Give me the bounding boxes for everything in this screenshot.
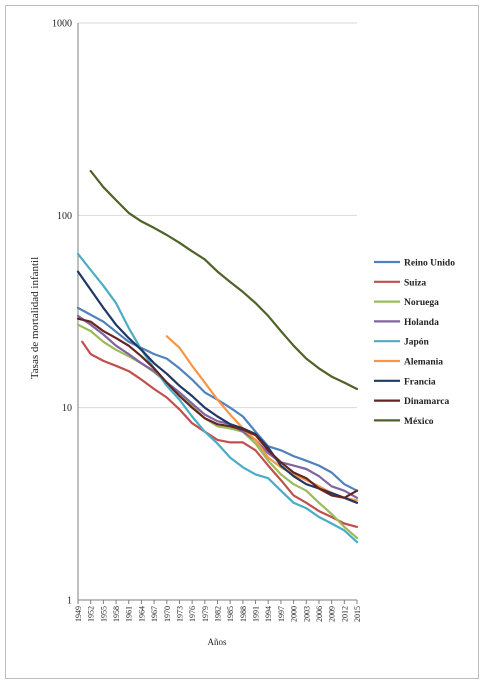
y-tick-label: 1000	[52, 19, 72, 30]
series-line	[81, 340, 359, 528]
x-tick-label: 1967	[150, 606, 159, 622]
series-line	[76, 314, 359, 499]
series-line	[76, 323, 359, 540]
x-tick-labels: 1949 1952 1955 1958 1961 1964 1967 1970 1973 1976…	[74, 606, 362, 622]
legend-label: Suiza	[404, 278, 426, 288]
y-tick-labels: 1 10 100 1000	[52, 19, 72, 607]
legend-label: Reino Unido	[404, 259, 455, 269]
legend-label: Holanda	[404, 318, 439, 328]
x-tick-label: 2009	[328, 606, 337, 622]
x-tick-label: 1985	[226, 606, 235, 622]
x-tick-label: 1991	[252, 606, 261, 622]
legend: Reino Unido Suiza Noruega Holanda Japón Alema…	[374, 259, 455, 427]
legend-label: Alemania	[404, 358, 443, 368]
x-tick-label: 1949	[74, 606, 83, 622]
y-tick-label: 1	[67, 596, 72, 607]
legend-label: Francia	[404, 377, 436, 387]
x-tick-label: 1982	[214, 606, 223, 622]
x-tick-label: 1952	[87, 606, 96, 622]
x-tick-label: 1961	[125, 606, 134, 622]
x-tick-label: 2003	[302, 606, 311, 622]
x-tick-label: 1997	[277, 606, 286, 622]
legend-label: Noruega	[404, 298, 439, 308]
x-tick-label: 1994	[264, 606, 273, 622]
axes	[77, 23, 358, 604]
x-tick-label: 1973	[175, 606, 184, 622]
series-line	[76, 317, 359, 499]
legend-label: Dinamarca	[404, 397, 449, 407]
x-tick-label: 2012	[340, 606, 349, 622]
gridlines	[78, 22, 357, 409]
x-tick-label: 1970	[163, 606, 172, 622]
x-tick-label: 1988	[239, 606, 248, 622]
series-lines	[76, 169, 359, 544]
series-line	[76, 270, 359, 504]
x-tick-label: 1976	[188, 606, 197, 622]
y-tick-label: 100	[57, 211, 72, 222]
x-tick-label: 1958	[112, 606, 121, 622]
y-axis-label: Tasas de mortalidad infantil	[29, 257, 41, 379]
x-tick-label: 1979	[201, 606, 210, 622]
legend-label: Japón	[404, 338, 430, 348]
series-line	[76, 306, 359, 492]
series-line	[89, 169, 359, 391]
x-tick-label: 2006	[315, 606, 324, 622]
y-tick-label: 10	[62, 403, 72, 414]
x-tick-label: 2000	[290, 606, 299, 622]
x-axis-label: Años	[207, 637, 226, 647]
x-tick-label: 1955	[99, 606, 108, 622]
series-line	[76, 252, 359, 544]
x-tick-label: 1964	[137, 606, 146, 622]
x-tick-label: 2015	[353, 606, 362, 622]
legend-label: México	[404, 417, 434, 427]
